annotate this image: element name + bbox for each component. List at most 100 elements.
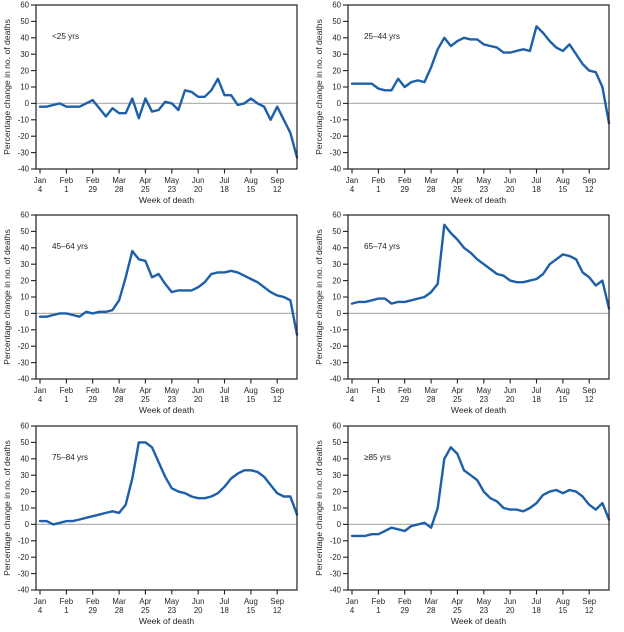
x-tick-label-month: Feb — [86, 176, 100, 185]
plot-frame — [347, 425, 610, 591]
y-tick-label: 20 — [332, 276, 341, 285]
y-tick-label: 30 — [332, 50, 341, 59]
x-tick-label-month: Jan — [346, 176, 359, 185]
x-tick-label-day: 12 — [273, 606, 282, 615]
x-tick-label-day: 4 — [350, 606, 355, 615]
trend-line — [38, 249, 299, 336]
age-group-label: 45–64 yrs — [52, 242, 88, 251]
y-tick-label: 30 — [332, 260, 341, 269]
x-tick-label-month: Sep — [582, 597, 597, 606]
y-tick-label: 10 — [332, 504, 341, 513]
y-tick-label: 20 — [20, 487, 29, 496]
chart-panel-5: 60 50 40 30 20 10 0 -10 -20 -30 -40 Jan 4 Feb 1 Feb 29 Ma… — [0, 421, 312, 632]
age-group-chart: 6050403020100-10-20-30-40Jan4Feb1Feb29Ma… — [2, 1, 299, 205]
age-group-chart: 6050403020100-10-20-30-40Jan4Feb1Feb29Ma… — [314, 211, 611, 415]
x-tick-label-day: 15 — [247, 606, 256, 615]
trend-line — [350, 25, 611, 125]
trend-line — [38, 441, 299, 526]
y-tick-label: 10 — [332, 83, 341, 92]
y-tick-label: -20 — [18, 342, 30, 351]
y-tick-label: -30 — [18, 569, 30, 578]
plot-frame — [347, 4, 610, 170]
x-tick-label-day: 23 — [167, 395, 176, 404]
age-group-label: 25–44 yrs — [364, 32, 400, 41]
x-tick-label-day: 20 — [506, 395, 515, 404]
x-tick-label-day: 28 — [427, 185, 436, 194]
x-tick-label-day: 28 — [115, 606, 124, 615]
x-tick-label-day: 12 — [273, 395, 282, 404]
x-tick-label-day: 25 — [453, 395, 462, 404]
x-tick-label-month: Jan — [34, 386, 47, 395]
y-tick-label: 40 — [332, 455, 341, 464]
x-tick-label-day: 4 — [38, 185, 43, 194]
x-tick-label-month: Feb — [372, 176, 386, 185]
y-tick-label: 20 — [20, 276, 29, 285]
y-tick-label: 10 — [20, 293, 29, 302]
y-axis-title: Percentage change in no. of deaths — [2, 229, 12, 365]
x-tick-label-month: Jan — [346, 386, 359, 395]
y-tick-label: -20 — [330, 342, 342, 351]
y-tick-label: 50 — [332, 438, 341, 447]
x-tick-label-day: 29 — [400, 185, 409, 194]
y-tick-label: -20 — [330, 132, 342, 141]
x-tick-label-day: 1 — [376, 606, 380, 615]
x-tick-label-month: Aug — [556, 176, 570, 185]
x-tick-label-day: 1 — [64, 185, 68, 194]
x-tick-label-month: Aug — [244, 597, 258, 606]
y-tick-label: 0 — [337, 520, 342, 529]
y-tick-label: -10 — [330, 116, 342, 125]
x-tick-label-day: 29 — [88, 606, 97, 615]
x-tick-label-month: May — [164, 176, 179, 185]
x-axis-title: Week of death — [451, 195, 506, 205]
x-tick-label-month: Mar — [424, 176, 438, 185]
y-axis-title: Percentage change in no. of deaths — [2, 19, 12, 155]
plot-frame — [35, 425, 298, 591]
x-tick-label-day: 12 — [585, 395, 594, 404]
x-tick-label-month: Jun — [504, 386, 517, 395]
y-tick-label: 10 — [332, 293, 341, 302]
plot-frame — [35, 4, 298, 170]
x-tick-label-month: Jul — [220, 597, 230, 606]
x-tick-label-day: 23 — [167, 606, 176, 615]
y-tick-label: 30 — [20, 260, 29, 269]
x-tick-label-day: 1 — [376, 395, 380, 404]
y-tick-label: -30 — [330, 569, 342, 578]
y-tick-label: -10 — [18, 326, 30, 335]
x-axis-title: Week of death — [451, 405, 506, 415]
x-tick-label-month: Apr — [451, 176, 464, 185]
x-tick-label-day: 4 — [38, 395, 43, 404]
y-tick-label: -10 — [18, 537, 30, 546]
y-tick-label: -40 — [18, 586, 30, 595]
y-tick-label: -30 — [18, 358, 30, 367]
y-tick-label: 40 — [332, 244, 341, 253]
y-tick-label: 0 — [337, 309, 342, 318]
x-tick-label-day: 23 — [479, 606, 488, 615]
x-tick-label-day: 20 — [194, 606, 203, 615]
x-tick-label-month: Apr — [451, 386, 464, 395]
y-tick-label: -20 — [330, 553, 342, 562]
y-tick-label: 50 — [20, 438, 29, 447]
x-tick-label-month: Feb — [60, 386, 74, 395]
x-axis-title: Week of death — [139, 616, 194, 626]
y-tick-label: 60 — [332, 1, 341, 10]
x-tick-label-month: Feb — [60, 597, 74, 606]
y-tick-label: 20 — [332, 66, 341, 75]
x-tick-label-month: Feb — [86, 386, 100, 395]
x-tick-label-month: Jun — [504, 176, 517, 185]
x-tick-label-day: 4 — [350, 395, 355, 404]
y-tick-label: -10 — [18, 116, 30, 125]
age-group-chart: 6050403020100-10-20-30-40Jan4Feb1Feb29Ma… — [314, 422, 611, 626]
x-tick-label-month: Jul — [532, 597, 542, 606]
trend-line — [350, 446, 611, 538]
x-tick-label-month: Aug — [244, 176, 258, 185]
x-tick-label-day: 18 — [532, 606, 541, 615]
x-tick-label-day: 25 — [141, 606, 150, 615]
y-axis-title: Percentage change in no. of deaths — [314, 19, 324, 155]
x-tick-label-month: Apr — [139, 597, 152, 606]
x-tick-label-day: 29 — [88, 395, 97, 404]
x-tick-label-day: 25 — [141, 185, 150, 194]
x-tick-label-month: Apr — [139, 176, 152, 185]
y-tick-label: 50 — [20, 227, 29, 236]
x-tick-label-month: Apr — [139, 386, 152, 395]
y-tick-label: 30 — [20, 50, 29, 59]
